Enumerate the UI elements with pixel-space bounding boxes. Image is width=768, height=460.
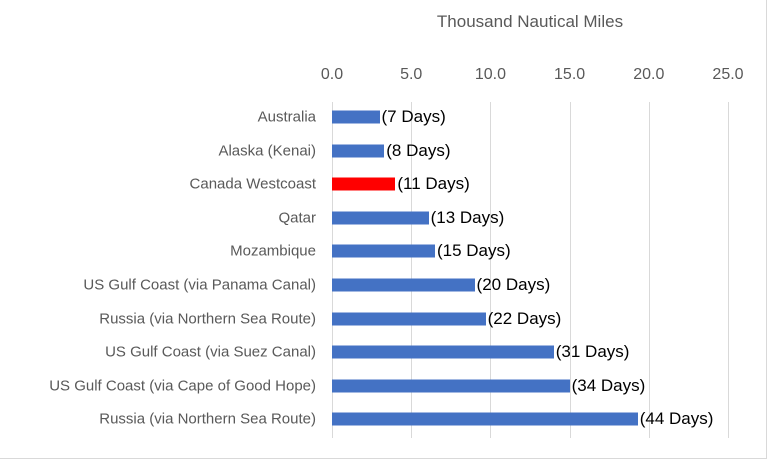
x-tick-label: 10.0 <box>474 66 506 83</box>
gridline <box>411 102 413 438</box>
x-tick-label: 25.0 <box>712 66 744 83</box>
category-label: Russia (via Northern Sea Route) <box>99 410 316 428</box>
gridline <box>728 102 729 438</box>
category-label: US Gulf Coast (via Panama Canal) <box>83 276 316 294</box>
category-label: Canada Westcoast <box>189 175 316 193</box>
category-label: Russia (via Northern Sea Route) <box>99 310 316 328</box>
bar <box>332 379 570 393</box>
data-label: (44 Days) <box>639 409 714 429</box>
data-label: (34 Days) <box>571 375 646 395</box>
gridline <box>332 102 333 438</box>
x-tick-label: 0.0 <box>320 66 344 83</box>
bar <box>332 278 475 292</box>
x-tick-label: 15.0 <box>554 66 586 83</box>
bar <box>332 345 554 359</box>
category-label: US Gulf Coast (via Suez Canal) <box>105 343 316 361</box>
x-tick-label: 20.0 <box>633 66 665 83</box>
category-label: Mozambique <box>230 242 316 260</box>
data-label: (11 Days) <box>397 174 470 194</box>
gridline <box>490 102 492 438</box>
bar <box>332 312 486 326</box>
bar <box>332 211 429 225</box>
x-tick-label: 5.0 <box>400 66 423 83</box>
category-label: Alaska (Kenai) <box>218 142 316 160</box>
data-label: (15 Days) <box>436 241 511 261</box>
data-label: (22 Days) <box>487 308 562 328</box>
bar <box>332 110 380 124</box>
data-label: (8 Days) <box>386 140 451 160</box>
data-label: (13 Days) <box>430 207 505 227</box>
data-label: (31 Days) <box>555 342 630 362</box>
gridline <box>569 102 571 438</box>
category-label: Qatar <box>278 209 316 227</box>
gridline <box>648 102 650 438</box>
bar <box>332 244 435 258</box>
category-label: Australia <box>257 108 316 126</box>
bar <box>332 144 385 158</box>
bar <box>332 412 638 426</box>
chart-title: Thousand Nautical Miles <box>436 12 624 31</box>
data-label: (20 Days) <box>476 275 551 294</box>
data-label: (7 Days) <box>381 107 446 126</box>
bar <box>332 177 396 191</box>
category-label: US Gulf Coast (via Cape of Good Hope) <box>49 377 316 395</box>
